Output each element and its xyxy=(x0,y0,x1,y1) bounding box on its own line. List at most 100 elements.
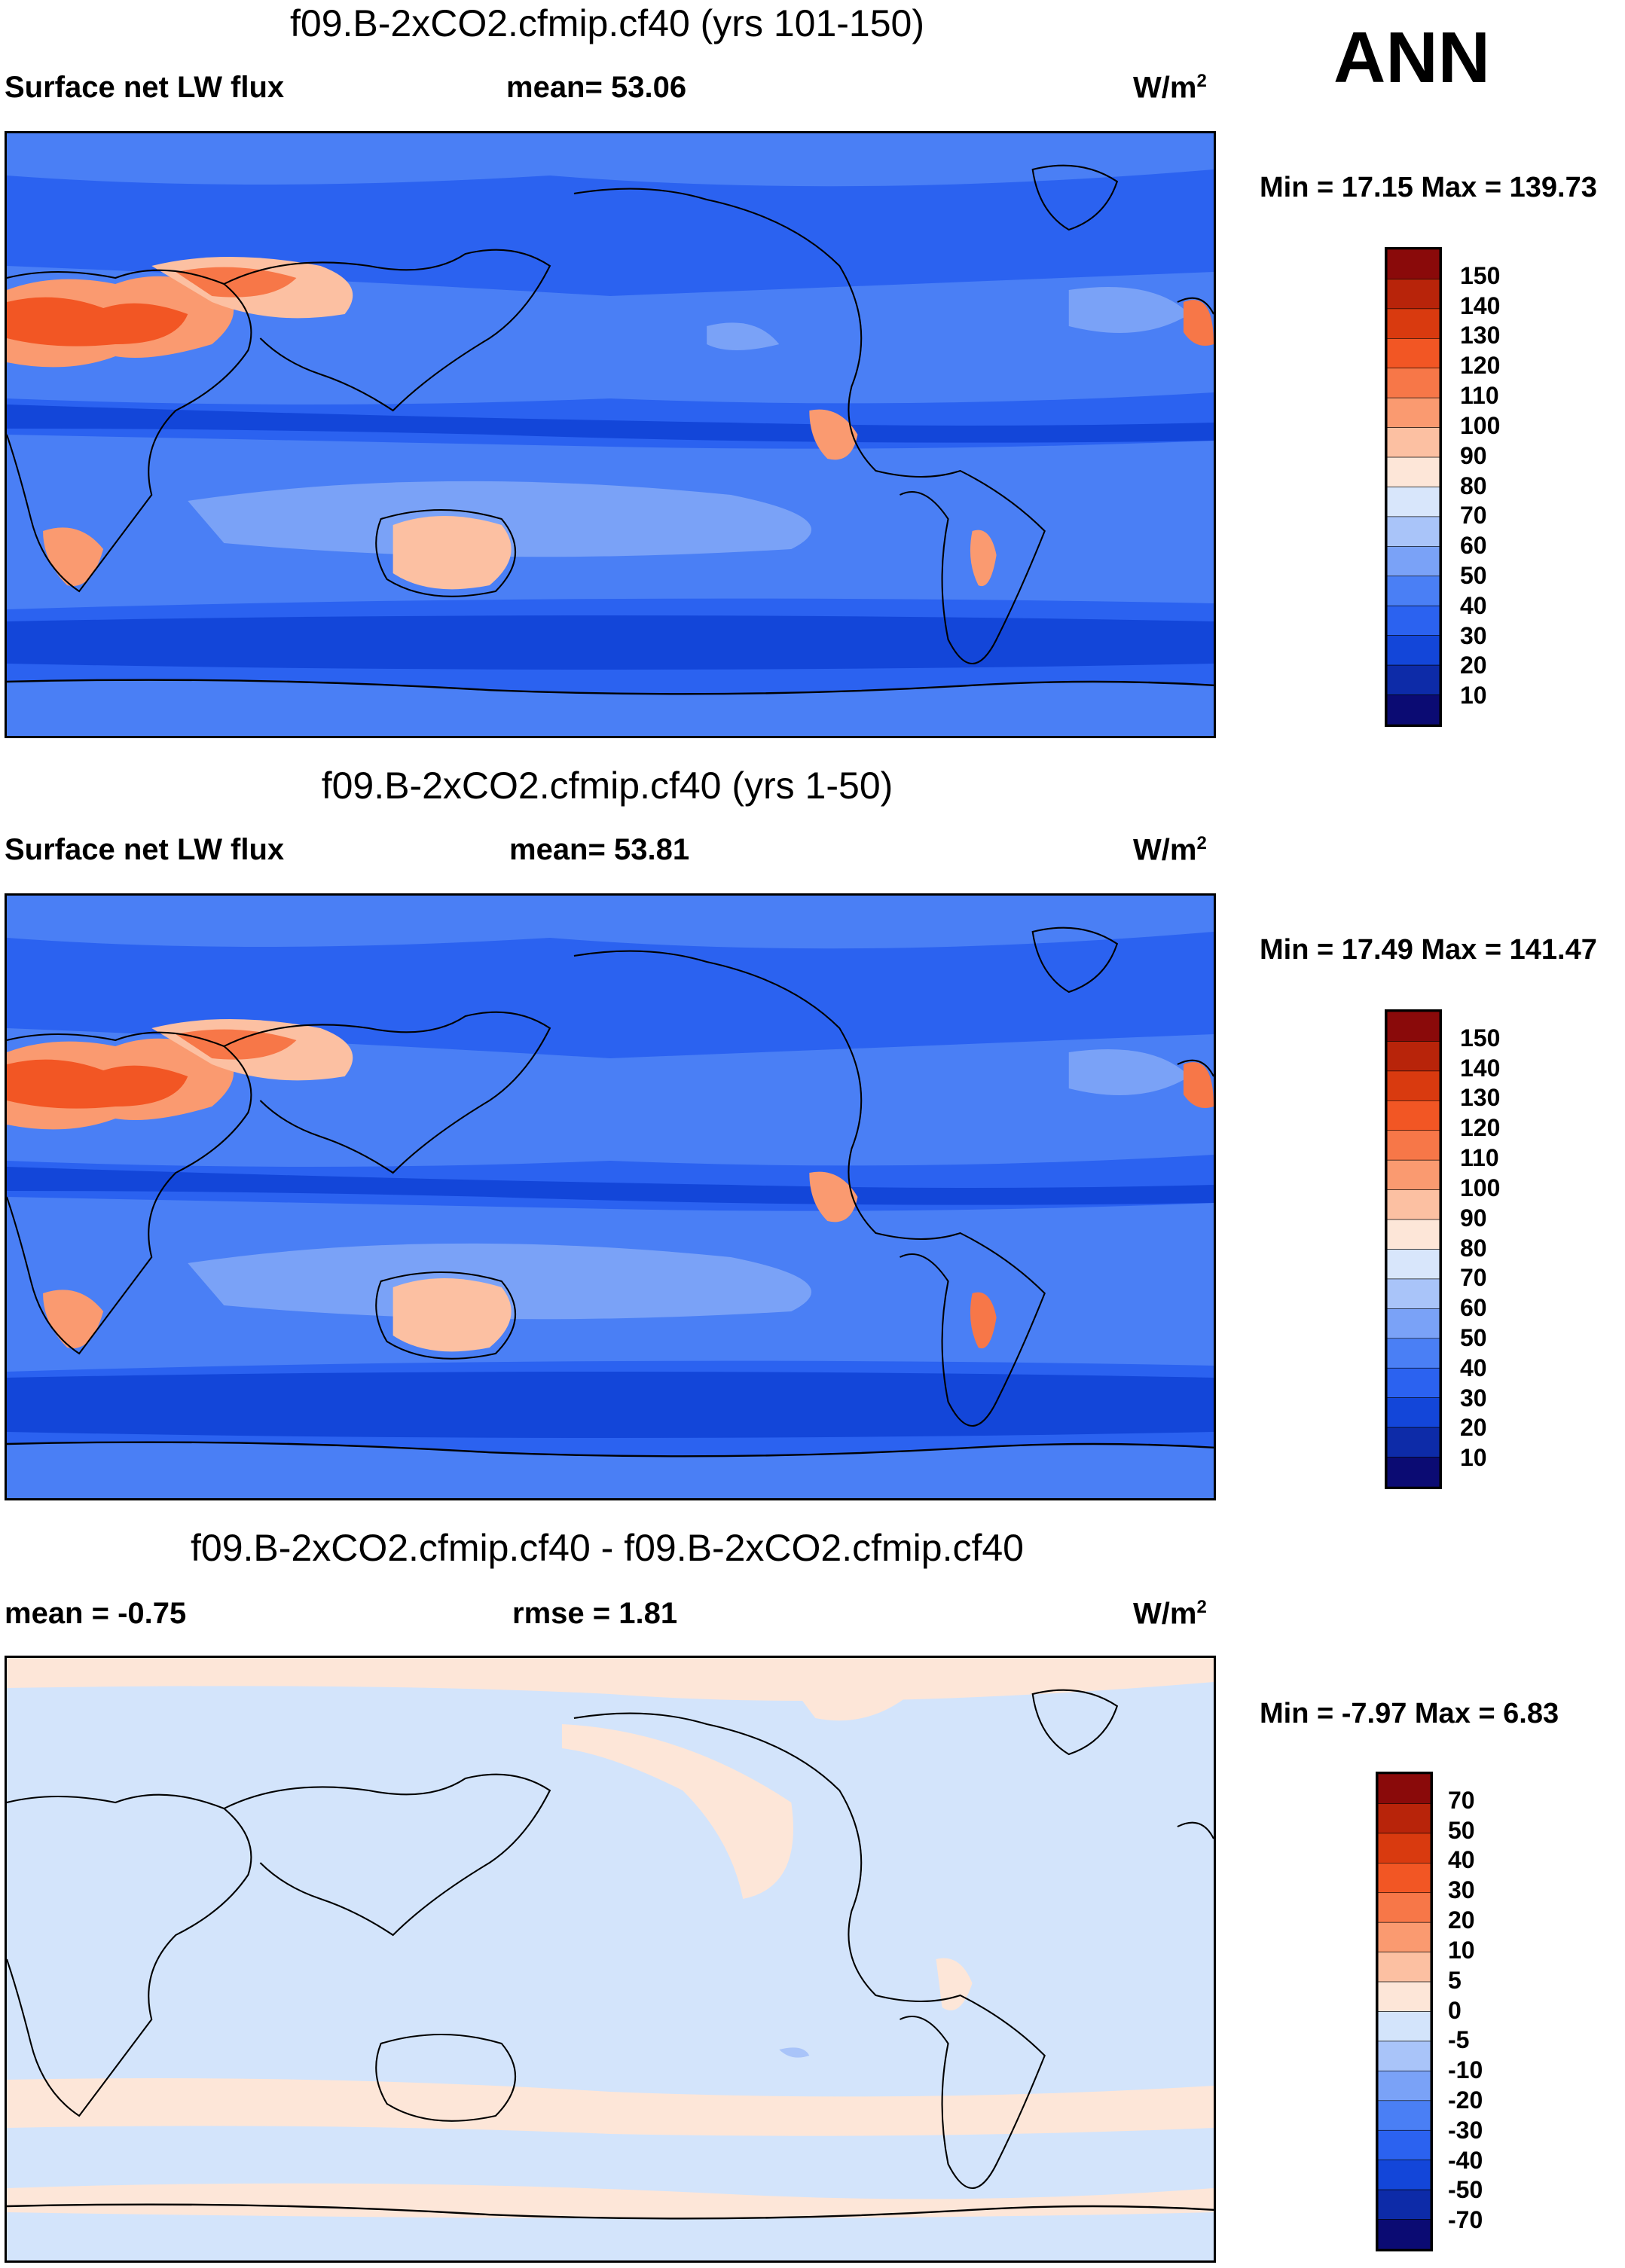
arctic-band xyxy=(7,133,1214,187)
colorbar-tick-label: 50 xyxy=(1448,1816,1475,1844)
southern-africa-warm xyxy=(43,1290,104,1348)
colorbar-segment xyxy=(1387,368,1440,398)
central-asia-hot xyxy=(176,267,297,298)
panel1-map-svg xyxy=(7,133,1214,736)
colorbar-tick-label: 40 xyxy=(1460,591,1487,619)
diff-southern-edge-positive xyxy=(7,2183,1214,2218)
panel2-units: W/m2 xyxy=(1133,833,1207,867)
colorbar-segment xyxy=(1378,1892,1431,1923)
panel3-colorbar-svg xyxy=(1378,1774,1431,2249)
colorbar-segment xyxy=(1378,2160,1431,2190)
atlantic-light xyxy=(1068,1049,1190,1095)
colorbar-segment xyxy=(1387,575,1440,606)
colorbar-segment xyxy=(1387,1278,1440,1309)
colorbar-segment xyxy=(1387,546,1440,577)
coastlines xyxy=(7,164,1214,664)
diff-npacific-positive xyxy=(561,1724,793,1899)
colorbar-tick-label: 90 xyxy=(1460,1204,1487,1232)
sahara-hot xyxy=(7,297,188,346)
sahara-hot xyxy=(7,1059,188,1109)
coastlines xyxy=(7,926,1214,1427)
colorbar-segment xyxy=(1387,487,1440,517)
colorbar-tick-label: 0 xyxy=(1448,1996,1462,2024)
colorbar-tick-label: 50 xyxy=(1460,1323,1487,1351)
colorbar-segment xyxy=(1387,1367,1440,1398)
colorbar-tick-label: 30 xyxy=(1460,621,1487,649)
colorbar-segment xyxy=(1378,1803,1431,1834)
antarctica-coast xyxy=(7,1441,1214,1458)
eurasia-coast xyxy=(223,1773,551,1937)
diff-canada-positive xyxy=(779,1668,924,1721)
colorbar-segment xyxy=(1378,2219,1431,2249)
colorbar-segment xyxy=(1378,1863,1431,1894)
panel1-mean-label: mean= 53.06 xyxy=(506,71,687,104)
antarctica xyxy=(7,1442,1214,1498)
colorbar-segment xyxy=(1378,1833,1431,1864)
colorbar-tick-label: 80 xyxy=(1460,1234,1487,1262)
colorbar-tick-label: -50 xyxy=(1448,2176,1483,2204)
colorbar-tick-label: 110 xyxy=(1460,1144,1499,1172)
colorbar-segment xyxy=(1378,1774,1431,1804)
colorbar-tick-label: 120 xyxy=(1460,1114,1501,1142)
colorbar-segment xyxy=(1387,694,1440,725)
panel2-minmax: Min = 17.49 Max = 141.47 xyxy=(1260,934,1597,966)
antarctica xyxy=(7,679,1214,736)
colorbar-tick-label: 70 xyxy=(1448,1786,1475,1814)
colorbar-tick-label: -30 xyxy=(1448,2116,1483,2144)
panel2-title: f09.B-2xCO2.cfmip.cf40 (yrs 1-50) xyxy=(321,765,893,807)
panel3-rmse-label: rmse = 1.81 xyxy=(512,1597,678,1630)
panel1-minmax: Min = 17.15 Max = 139.73 xyxy=(1260,172,1597,203)
panel2-map-svg xyxy=(7,896,1214,1498)
colorbar-segment xyxy=(1387,1070,1440,1101)
colorbar-tick-label: -20 xyxy=(1448,2086,1483,2114)
colorbar-tick-label: 130 xyxy=(1460,322,1501,350)
panel2-map xyxy=(5,893,1216,1500)
colorbar-segment xyxy=(1387,308,1440,339)
colorbar-segment xyxy=(1378,2100,1431,2131)
colorbar-segment xyxy=(1387,279,1440,310)
na-southwest-warm xyxy=(809,1171,858,1223)
andes-warm xyxy=(970,1292,997,1349)
eurasia-coast xyxy=(223,1011,551,1174)
colorbar-tick-label: 60 xyxy=(1460,532,1487,560)
panel3-colorbar xyxy=(1376,1772,1433,2251)
southern-ocean-band xyxy=(7,615,1214,670)
greenland-coast xyxy=(1031,164,1119,231)
east-edge-coast xyxy=(1177,1821,1214,1839)
colorbar-tick-label: 110 xyxy=(1460,382,1499,410)
colorbar-segment xyxy=(1378,1922,1431,1952)
colorbar-segment xyxy=(1387,635,1440,666)
panel1-field-label: Surface net LW flux xyxy=(5,71,285,104)
atlantic-light xyxy=(1068,287,1190,333)
colorbar-tick-label: 20 xyxy=(1460,652,1487,679)
diff-pacific-negative-spot xyxy=(779,2047,810,2058)
colorbar-tick-label: 30 xyxy=(1448,1876,1475,1904)
colorbar-tick-label: 30 xyxy=(1460,1384,1487,1412)
wafrica-east-edge xyxy=(1183,300,1214,346)
panel1-map xyxy=(5,131,1216,738)
season-label: ANN xyxy=(1333,17,1490,98)
colorbar-tick-label: -70 xyxy=(1448,2206,1483,2234)
colorbar-segment xyxy=(1387,1041,1440,1072)
colorbar-tick-label: 70 xyxy=(1460,502,1487,530)
colorbar-segment xyxy=(1378,1952,1431,1983)
arctic-band xyxy=(7,896,1214,949)
colorbar-tick-label: 20 xyxy=(1448,1906,1475,1934)
colorbar-tick-label: 10 xyxy=(1448,1936,1475,1964)
colorbar-segment xyxy=(1387,1012,1440,1042)
colorbar-tick-label: 120 xyxy=(1460,352,1501,380)
colorbar-tick-label: 40 xyxy=(1448,1846,1475,1874)
colorbar-segment xyxy=(1378,2011,1431,2042)
colorbar-tick-label: 10 xyxy=(1460,1444,1487,1472)
colorbar-segment xyxy=(1387,664,1440,695)
colorbar-segment xyxy=(1387,1189,1440,1220)
colorbar-tick-label: 150 xyxy=(1460,1024,1501,1052)
panel2-mean-label: mean= 53.81 xyxy=(509,833,690,866)
colorbar-segment xyxy=(1387,1308,1440,1339)
panel1-colorbar-svg xyxy=(1387,249,1440,725)
colorbar-segment xyxy=(1387,1427,1440,1458)
colorbar-tick-label: 20 xyxy=(1460,1414,1487,1442)
na-southwest-warm xyxy=(809,409,858,460)
colorbar-tick-label: 140 xyxy=(1460,1054,1501,1082)
greenland-coast xyxy=(1031,1689,1119,1756)
